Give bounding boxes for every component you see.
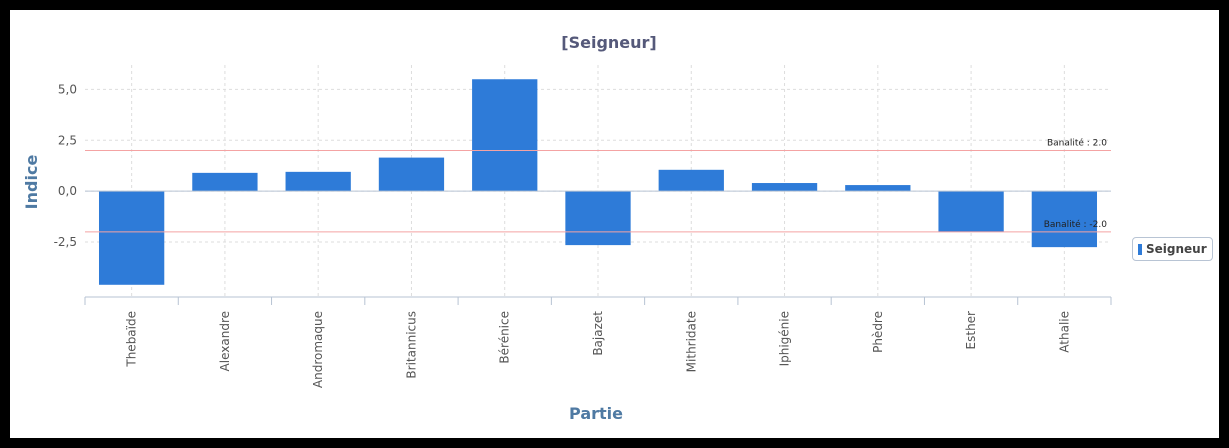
x-tick-label: Athalie bbox=[1057, 311, 1071, 353]
x-tick-label: Bajazet bbox=[591, 311, 605, 356]
bar[interactable] bbox=[751, 183, 818, 192]
reference-line-label: Banalité : -2.0 bbox=[1044, 219, 1108, 230]
x-axis-title: Partie bbox=[569, 404, 623, 423]
x-tick-label: Bérénice bbox=[498, 311, 512, 364]
bar-chart: [Seigneur] Indice Partie Banalité : 2.0B… bbox=[22, 33, 1112, 423]
y-tick-label: 2,5 bbox=[58, 133, 77, 147]
y-axis-title: Indice bbox=[22, 155, 41, 210]
y-tick-label: 5,0 bbox=[58, 82, 77, 96]
x-tick-label: Thebaïde bbox=[125, 311, 139, 368]
legend-swatch bbox=[1138, 243, 1142, 255]
x-tick-labels: Thebaïde Alexandre Andromaque Britannicus Bé… bbox=[125, 311, 1072, 388]
chart-title: [Seigneur] bbox=[561, 33, 656, 52]
x-tick-label: Alexandre bbox=[218, 311, 232, 371]
bar[interactable] bbox=[845, 185, 911, 192]
reference-line-label: Banalité : 2.0 bbox=[1047, 137, 1107, 148]
y-tick-labels: 5,0 2,5 0,0 -2,5 bbox=[54, 82, 77, 249]
legend[interactable]: Seigneur bbox=[1132, 237, 1213, 261]
y-tick-label: -2,5 bbox=[54, 235, 77, 249]
bars bbox=[98, 79, 1098, 285]
x-tick-label: Britannicus bbox=[404, 311, 418, 379]
bar[interactable] bbox=[658, 169, 724, 192]
bar[interactable] bbox=[472, 79, 538, 192]
legend-label: Seigneur bbox=[1146, 242, 1207, 256]
bar[interactable] bbox=[1031, 191, 1098, 248]
bar[interactable] bbox=[938, 191, 1004, 232]
bar[interactable] bbox=[192, 172, 258, 192]
bar[interactable] bbox=[378, 157, 445, 192]
x-tick-label: Esther bbox=[964, 311, 978, 350]
bar[interactable] bbox=[565, 191, 631, 246]
axes bbox=[84, 190, 1112, 305]
y-tick-label: 0,0 bbox=[58, 184, 77, 198]
x-tick-label: Andromaque bbox=[311, 311, 325, 388]
chart-frame: [Seigneur] Indice Partie Banalité : 2.0 B… bbox=[10, 10, 1219, 438]
bar[interactable] bbox=[285, 171, 351, 192]
x-tick-label: Iphigénie bbox=[778, 311, 792, 366]
x-tick-label: Mithridate bbox=[684, 311, 698, 372]
bar[interactable] bbox=[98, 191, 165, 285]
reference-lines: Banalité : 2.0 Banalité : -2.0 bbox=[85, 137, 1111, 233]
x-tick-label: Phèdre bbox=[871, 311, 885, 353]
